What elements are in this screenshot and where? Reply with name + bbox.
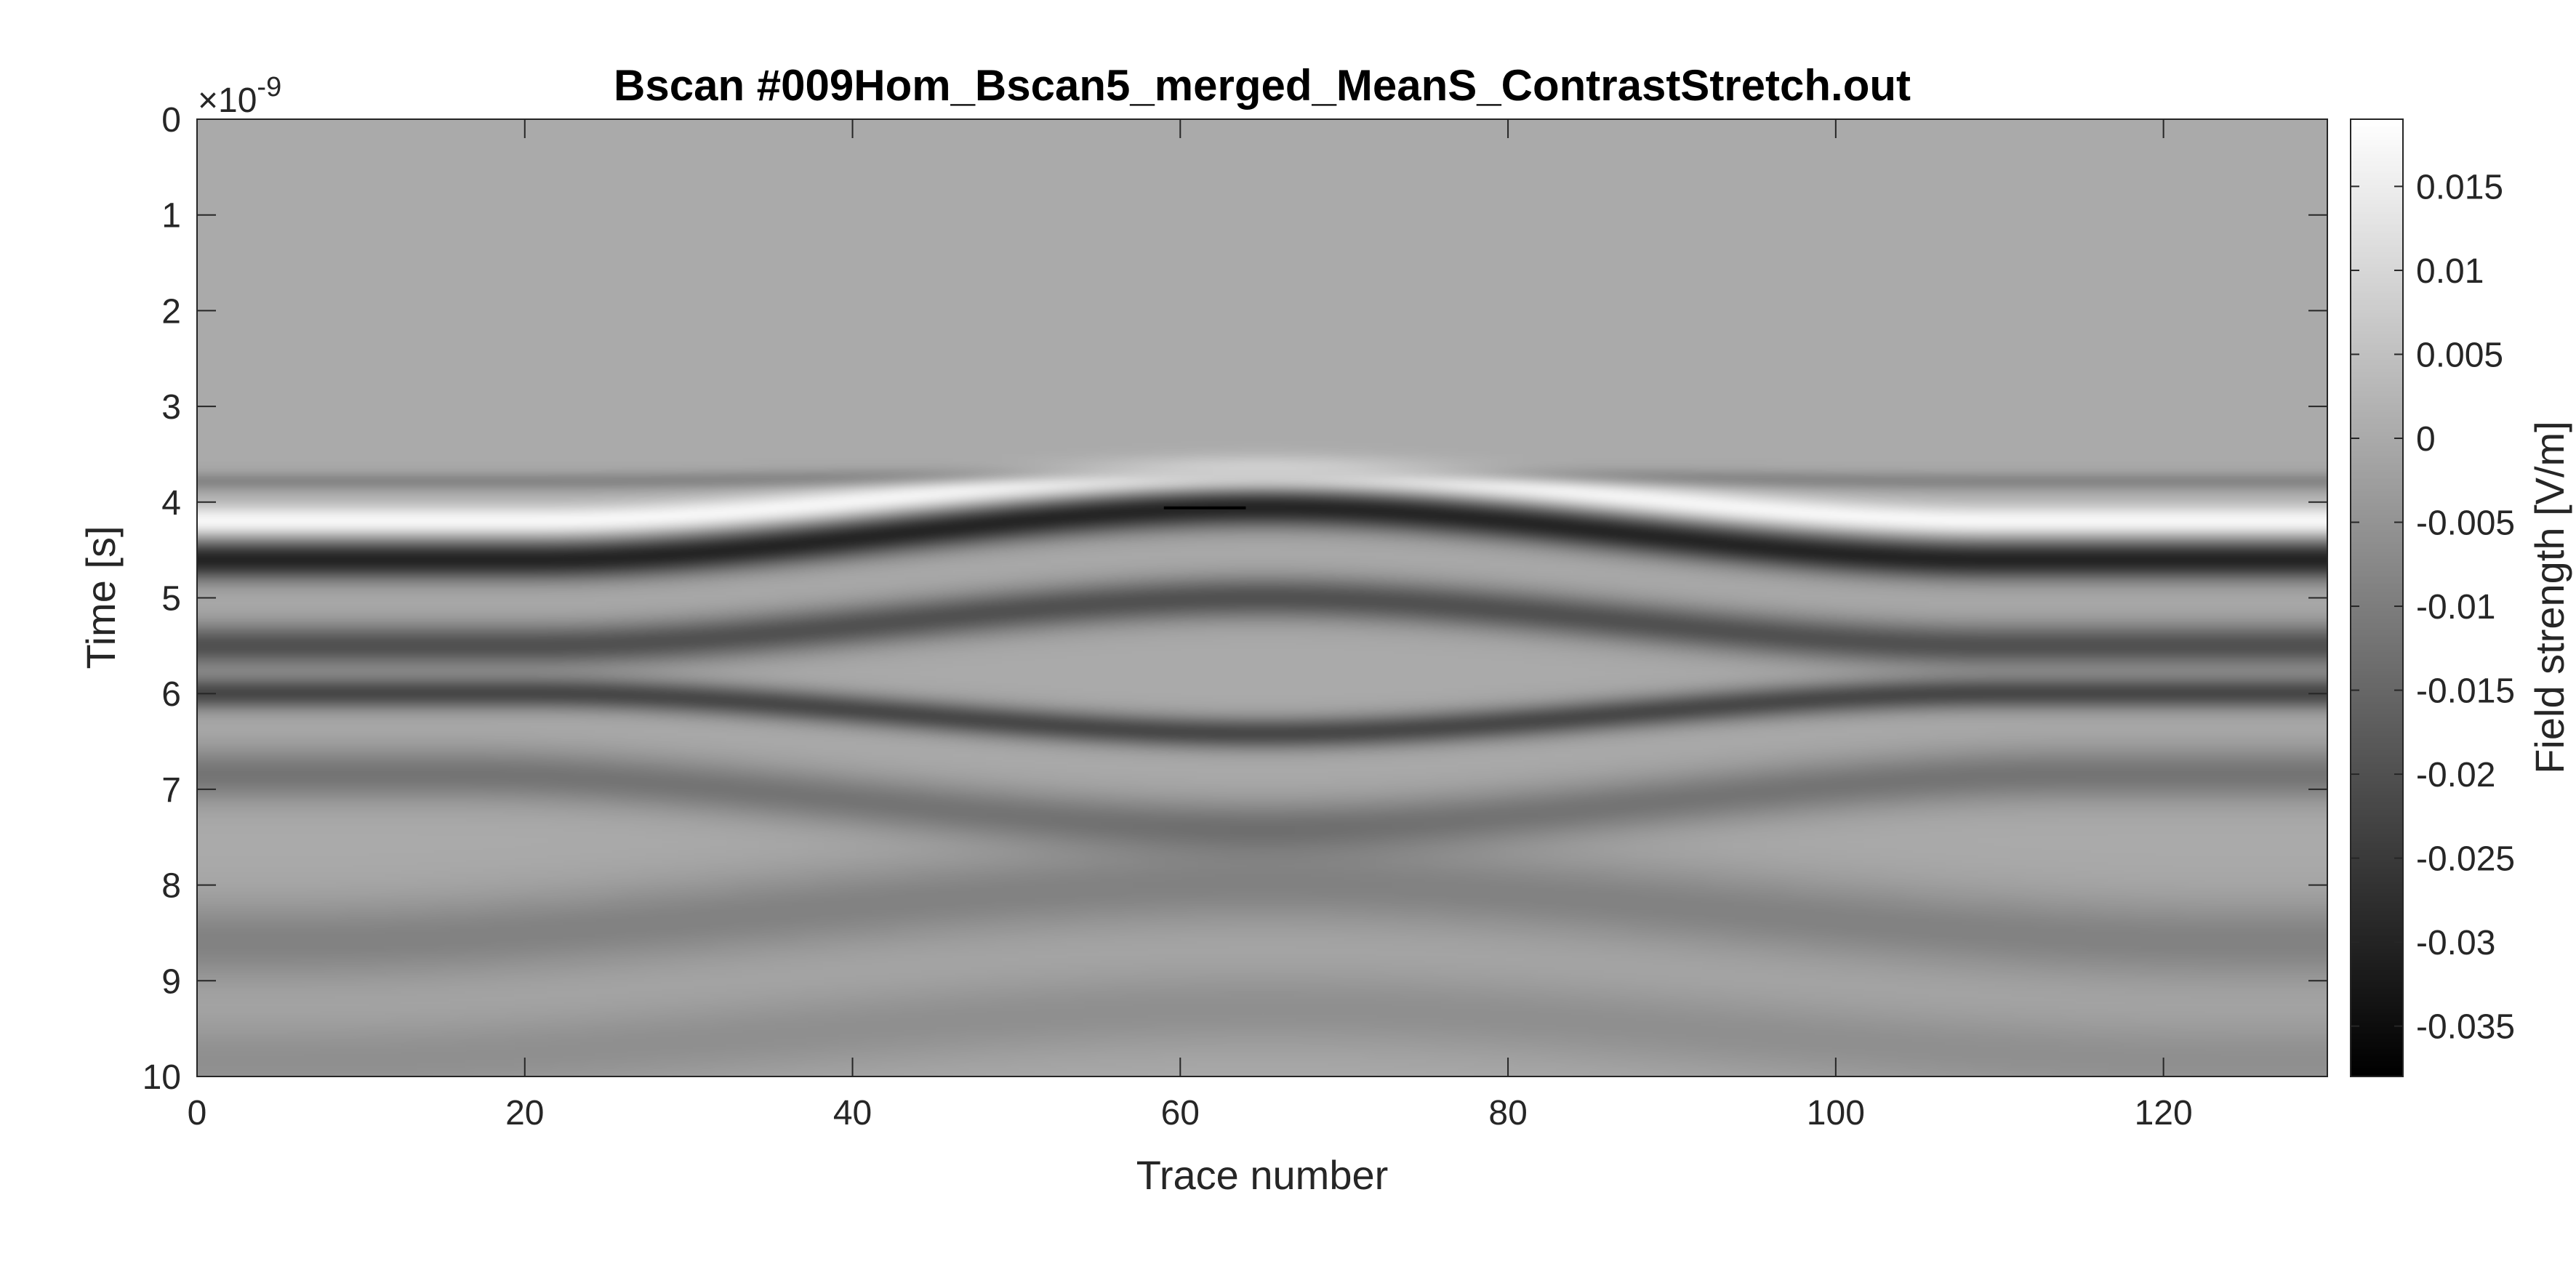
chart-title: Bscan #009Hom_Bscan5_merged_MeanS_Contra… [614,61,1911,110]
y-tick-label: 4 [161,484,181,523]
x-tick-label: 80 [1488,1094,1527,1132]
y-axis-label: Time [s] [78,526,124,669]
y-tick-label: 8 [161,867,181,906]
colorbar-frame [2350,118,2404,1077]
colorbar-tick-label: -0.01 [2416,588,2495,627]
x-tick-label: 20 [505,1094,544,1132]
colorbar-ticks: 0.015 0.01 0.005 0 -0.005 -0.01 -0.015 -0.02 -0.… [2351,168,2515,1047]
svg-text:×10-9: ×10-9 [198,72,281,120]
x-tick-label: 60 [1161,1094,1200,1132]
y-tick-label: 9 [161,962,181,1001]
colorbar-gradient [2351,119,2403,1076]
colorbar-tick-label: -0.005 [2416,504,2515,543]
x-axis: 0 20 40 60 80 100 120 [188,119,2193,1132]
colorbar-tick-label: 0.005 [2416,336,2503,374]
colorbar: 0.015 0.01 0.005 0 -0.005 -0.01 -0.015 -0.02 -0.… [2350,118,2515,1077]
plot-area [196,118,2328,1077]
y-tick-label: 3 [161,388,181,427]
colorbar-tick-label: -0.025 [2416,840,2515,879]
colorbar-tick-label: -0.035 [2416,1008,2515,1047]
colorbar-label: Field strength [V/m] [2527,421,2572,774]
y-tick-label: 6 [161,675,181,714]
x-tick-label: 0 [188,1094,207,1132]
y-tick-label: 5 [161,580,181,619]
heatmap-image [197,119,2327,1076]
x-tick-label: 120 [2135,1094,2193,1132]
x-axis-label: Trace number [1136,1152,1389,1198]
y-tick-label: 7 [161,771,181,810]
colorbar-tick-label: 0.015 [2416,168,2503,206]
y-axis: 0 1 2 3 4 5 6 7 8 9 10 [143,101,2327,1097]
x-tick-label: 100 [1807,1094,1865,1132]
exponent-base: ×10 [198,81,257,120]
colorbar-tick-label: 0.01 [2416,252,2484,291]
colorbar-tick-label: -0.02 [2416,756,2495,794]
y-tick-label: 0 [161,101,181,140]
y-tick-label: 2 [161,292,181,331]
y-tick-label: 1 [161,197,181,236]
y-axis-exponent: ×10-9 [198,72,281,120]
x-tick-label: 40 [833,1094,872,1132]
colorbar-tick-label: -0.015 [2416,672,2515,711]
colorbar-tick-label: -0.03 [2416,924,2495,962]
exponent-power: -9 [257,72,281,102]
colorbar-tick-label: 0 [2416,420,2436,459]
y-tick-label: 10 [143,1058,181,1097]
